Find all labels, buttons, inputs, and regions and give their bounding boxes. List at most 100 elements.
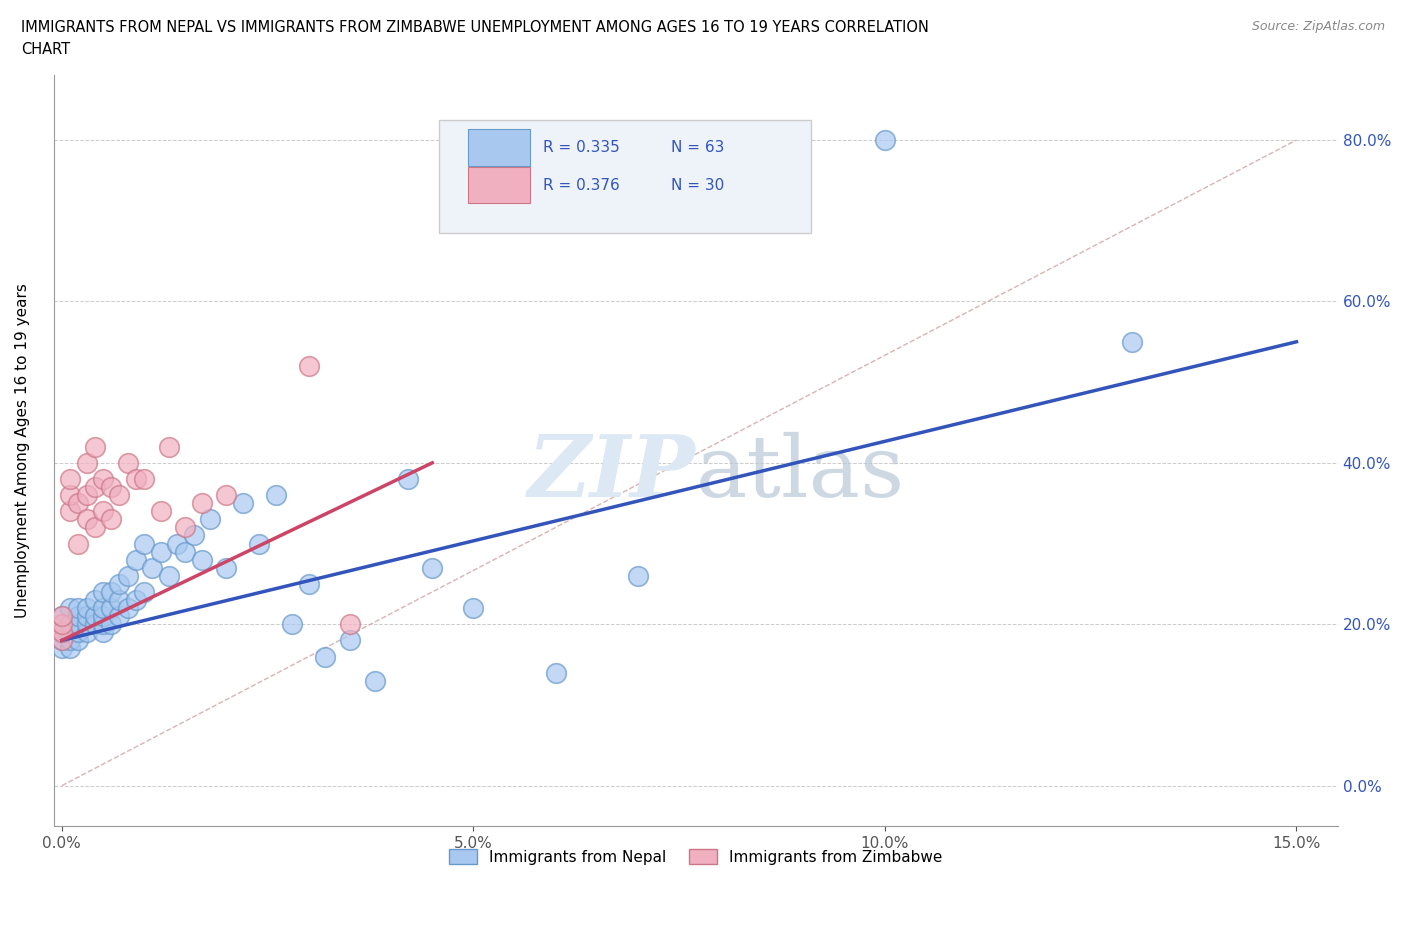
Point [59,472,82,486]
Point [247,536,270,551]
Point [91,617,114,631]
Point [83,439,105,454]
Point [51,641,73,656]
Point [100,512,122,526]
Point [149,544,172,559]
Text: IMMIGRANTS FROM NEPAL VS IMMIGRANTS FROM ZIMBABWE UNEMPLOYMENT AMONG AGES 16 TO : IMMIGRANTS FROM NEPAL VS IMMIGRANTS FROM… [21,20,929,35]
Point [166,536,188,551]
Point [51,617,73,631]
Point [174,544,197,559]
Point [396,472,419,486]
Point [67,609,90,624]
Point [191,496,214,511]
Point [232,496,254,511]
Point [51,609,73,624]
Point [298,577,321,591]
Point [544,665,567,680]
Point [281,617,304,631]
Point [51,609,73,624]
Point [83,480,105,495]
Text: CHART: CHART [21,42,70,57]
Text: N = 63: N = 63 [671,140,724,155]
Point [67,625,90,640]
Point [108,577,131,591]
Point [91,472,114,486]
Point [191,552,214,567]
Point [91,625,114,640]
Point [51,633,73,648]
Point [59,601,82,616]
Point [67,617,90,631]
Text: R = 0.376: R = 0.376 [543,178,620,193]
Point [108,487,131,502]
Point [420,560,443,575]
Point [59,641,82,656]
Point [67,496,90,511]
Point [59,487,82,502]
Point [215,487,238,502]
Point [59,504,82,519]
Point [76,609,98,624]
Point [76,487,98,502]
Point [83,592,105,607]
Point [108,592,131,607]
Point [91,601,114,616]
Point [1121,335,1143,350]
Point [627,568,650,583]
Point [100,601,122,616]
Point [100,585,122,600]
Point [134,472,156,486]
Point [215,560,238,575]
FancyBboxPatch shape [468,129,530,166]
Point [59,617,82,631]
Point [76,456,98,471]
Point [91,504,114,519]
Point [83,520,105,535]
Point [141,560,163,575]
Point [76,625,98,640]
Point [264,487,287,502]
Point [59,633,82,648]
Text: ZIP: ZIP [527,432,696,515]
Point [873,133,896,148]
Point [51,617,73,631]
Point [76,617,98,631]
Text: N = 30: N = 30 [671,178,724,193]
Point [91,609,114,624]
Point [463,601,485,616]
Point [734,213,756,228]
Point [125,552,148,567]
Point [76,601,98,616]
Point [198,512,221,526]
Point [183,528,205,543]
Point [51,633,73,648]
Text: R = 0.335: R = 0.335 [543,140,620,155]
FancyBboxPatch shape [439,121,811,233]
Point [117,601,139,616]
Point [100,617,122,631]
Point [174,520,197,535]
Point [67,536,90,551]
Point [314,649,336,664]
Point [83,617,105,631]
Point [51,625,73,640]
Point [134,585,156,600]
Text: atlas: atlas [696,432,904,515]
Point [363,673,385,688]
Point [339,633,361,648]
FancyBboxPatch shape [468,167,530,203]
Point [117,568,139,583]
Point [149,504,172,519]
Point [157,568,180,583]
Point [298,359,321,374]
Point [51,625,73,640]
Point [76,512,98,526]
Point [91,585,114,600]
Point [67,633,90,648]
Point [339,617,361,631]
Point [117,456,139,471]
Point [134,536,156,551]
Point [100,480,122,495]
Y-axis label: Unemployment Among Ages 16 to 19 years: Unemployment Among Ages 16 to 19 years [15,284,30,618]
Point [125,592,148,607]
